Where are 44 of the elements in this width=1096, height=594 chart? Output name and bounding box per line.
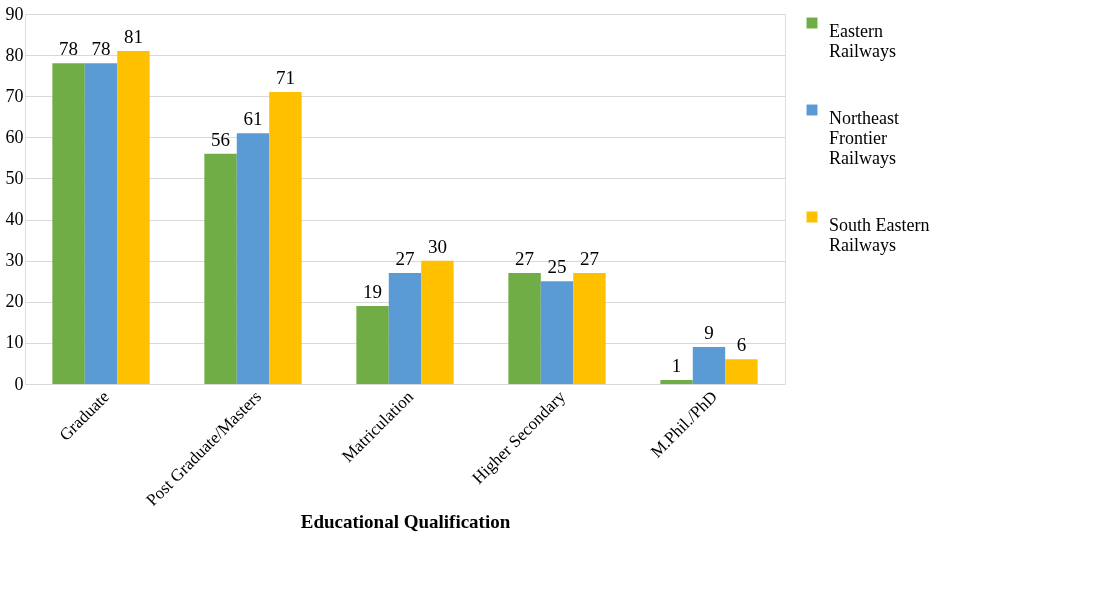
bar (508, 273, 541, 384)
data-label: 27 (395, 248, 415, 269)
data-label: 61 (243, 108, 263, 130)
y-tick-label: 40 (5, 209, 24, 230)
bar (84, 63, 118, 384)
data-label: 30 (427, 235, 447, 257)
legend-label: South Eastern Railways (829, 215, 930, 255)
legend-label: Eastern Railways (829, 21, 896, 61)
data-label: 27 (515, 248, 535, 269)
data-label: 1 (671, 354, 682, 376)
bar (356, 305, 389, 384)
y-tick-label: 30 (5, 250, 24, 271)
bar (660, 379, 693, 384)
bar (388, 273, 422, 384)
data-label: 78 (59, 38, 79, 60)
data-label: 71 (275, 67, 295, 89)
data-label: 9 (704, 322, 714, 343)
data-label: 6 (736, 334, 747, 356)
data-label: 81 (123, 26, 143, 47)
y-tick-label: 60 (5, 126, 24, 147)
y-tick-label: 70 (5, 85, 24, 106)
bar (204, 153, 237, 384)
legend-label: Northeast Frontier Railways (829, 108, 899, 168)
y-tick-label: 50 (5, 167, 24, 188)
data-label: 19 (363, 280, 383, 302)
y-tick-label: 20 (5, 291, 24, 312)
bar (117, 51, 150, 384)
y-tick-label: 0 (14, 373, 24, 394)
bar (236, 133, 270, 384)
bar (725, 359, 758, 384)
bar (269, 92, 302, 384)
bar (52, 63, 85, 384)
data-label: 78 (91, 38, 111, 60)
y-tick-label: 90 (5, 3, 24, 24)
bar (573, 273, 606, 384)
data-label: 56 (211, 128, 231, 150)
data-label: 25 (547, 256, 567, 278)
bar (692, 347, 726, 384)
y-tick-label: 10 (5, 332, 24, 353)
data-label: 27 (579, 248, 599, 269)
bar (540, 281, 574, 384)
y-tick-label: 80 (5, 44, 24, 65)
x-axis-title: Educational Qualification (300, 510, 511, 532)
bar (421, 260, 454, 384)
